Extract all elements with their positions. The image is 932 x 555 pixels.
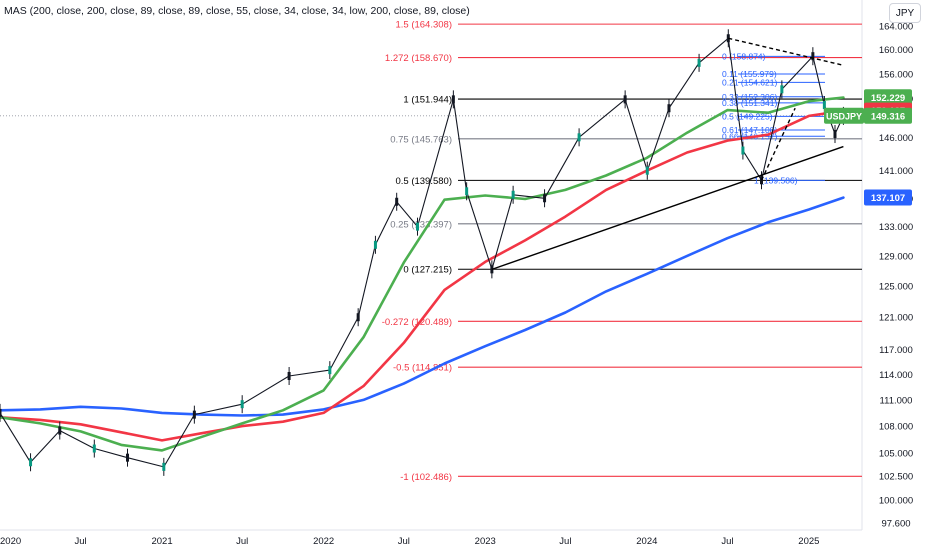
price-series-line — [0, 37, 844, 468]
price-candle-body — [0, 408, 2, 417]
inner-fib-label: 0.11 (155.979) — [722, 69, 777, 79]
price-candle-body — [192, 410, 196, 419]
x-axis-tick-label: Jul — [721, 536, 733, 547]
price-candle-body — [577, 133, 581, 142]
price-candle-body — [373, 240, 377, 249]
y-axis-tick-label: 108.000 — [879, 422, 913, 433]
x-axis-tick-label: 2025 — [798, 536, 819, 547]
price-candle-body — [645, 166, 649, 175]
price-candle-body — [543, 194, 547, 203]
trendline — [728, 37, 844, 66]
price-candle-body — [822, 101, 826, 110]
price-candle-body — [240, 400, 244, 409]
currency-button[interactable]: JPY — [889, 3, 921, 23]
trendline — [491, 145, 844, 271]
price-candle-body — [328, 366, 332, 375]
fib-level-label: 0.25 (133.397) — [390, 219, 452, 230]
fib-level-label: -0.272 (120.489) — [382, 317, 452, 328]
price-candle-body — [415, 222, 419, 231]
price-badge-label: 149.316 — [871, 111, 905, 122]
price-badge-label: 152.229 — [871, 93, 905, 104]
y-axis-tick-label: 121.000 — [879, 313, 913, 324]
price-candle-body — [162, 462, 166, 471]
fib-level-label: 0.5 (139.580) — [395, 176, 452, 187]
inner-fib-label: 1 (139.586) — [754, 175, 798, 185]
price-candle-body — [667, 104, 671, 113]
price-candle-body — [287, 371, 291, 380]
y-axis-tick-label: 102.500 — [879, 472, 913, 483]
price-candle-body — [833, 130, 837, 139]
price-candle-body — [811, 52, 815, 61]
inner-fib-label: 0 (158.874) — [722, 51, 766, 61]
price-candle-body — [511, 190, 515, 199]
x-axis-tick-label: 2022 — [313, 536, 334, 547]
y-axis-tick-label: 114.000 — [879, 370, 913, 381]
moving-average-line — [0, 109, 845, 442]
trendline — [760, 107, 796, 181]
price-candle-body — [356, 313, 360, 322]
price-candle-body — [92, 444, 96, 453]
y-axis-tick-label: 117.000 — [879, 345, 913, 356]
price-candle-body — [623, 95, 627, 104]
fib-level-label: 1.272 (158.670) — [385, 53, 452, 64]
price-candle-body — [58, 426, 62, 435]
price-candle-body — [451, 95, 455, 104]
y-axis-tick-label: 100.000 — [879, 495, 913, 506]
price-candle-body — [29, 458, 33, 467]
x-axis-tick-label: Jul — [559, 536, 571, 547]
indicator-title: MAS (200, close, 200, close, 89, close, … — [4, 5, 470, 17]
inner-fib-label: 0.5 (149.225) — [722, 111, 773, 121]
fib-level-label: -1 (102.486) — [400, 472, 452, 483]
moving-average-line — [0, 96, 845, 452]
fib-level-label: 1.5 (164.308) — [395, 20, 452, 31]
fib-level-label: -0.5 (114.851) — [393, 363, 452, 374]
symbol-badge-label: USDJPY — [826, 111, 862, 121]
inner-fib-label: 0.61 (147.108) — [722, 125, 777, 135]
y-axis-tick-label: 141.000 — [879, 166, 913, 177]
price-candle-body — [395, 197, 399, 206]
price-candle-body — [780, 85, 784, 94]
inner-fib-label: 0.38 (151.341) — [722, 98, 777, 108]
inner-fib-label: 0.21 (154.621) — [722, 77, 777, 87]
y-axis-tick-label: 156.000 — [879, 69, 913, 80]
x-axis-tick-label: 2020 — [0, 536, 21, 547]
x-axis-tick-label: Jul — [236, 536, 248, 547]
x-axis-tick-label: 2024 — [636, 536, 657, 547]
fib-level-label: 0 (127.215) — [403, 265, 452, 276]
y-axis-tick-label: 111.000 — [880, 395, 913, 406]
price-badge — [864, 89, 912, 106]
y-axis-tick-label: 129.000 — [879, 251, 913, 262]
y-axis-tick-label: 146.000 — [879, 133, 913, 144]
y-axis-tick-label: 164.000 — [879, 21, 913, 32]
price-candle-body — [741, 146, 745, 155]
x-axis-tick-label: 2021 — [151, 536, 172, 547]
inner-fib-label: 0.33 (152.306) — [722, 92, 777, 102]
price-badge — [864, 189, 912, 206]
price-candle-body — [126, 453, 130, 462]
price-candle-body — [465, 187, 469, 196]
symbol-badge — [824, 107, 864, 124]
price-badge — [864, 107, 912, 124]
y-axis-tick-label: 125.000 — [879, 282, 913, 293]
x-axis-tick-label: 2023 — [475, 536, 496, 547]
price-candle-body — [697, 58, 701, 67]
y-axis-tick-label: 160.000 — [879, 45, 913, 56]
fib-level-label: 0.75 (145.763) — [390, 134, 452, 145]
y-axis-tick-label: 133.000 — [879, 222, 913, 233]
y-axis-tick-label: 97.600 — [881, 519, 910, 530]
x-axis-tick-label: Jul — [398, 536, 410, 547]
x-axis-tick-label: Jul — [74, 536, 86, 547]
moving-average-line — [0, 196, 845, 417]
fib-level-label: 1 (151.944) — [403, 95, 452, 106]
y-axis-tick-label: 105.000 — [879, 449, 913, 460]
price-badge-label: 137.107 — [871, 193, 905, 204]
